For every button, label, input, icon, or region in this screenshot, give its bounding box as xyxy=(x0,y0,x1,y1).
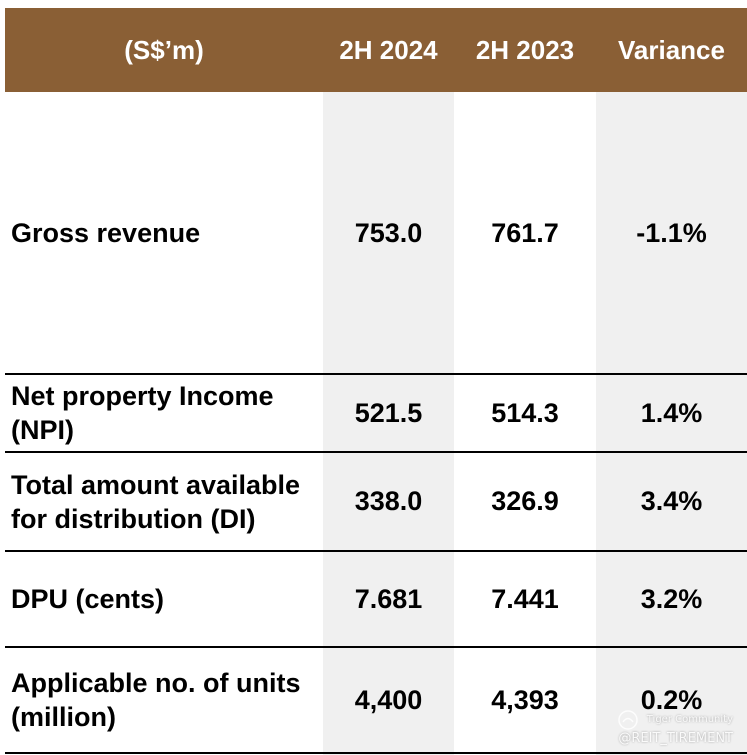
row-divider xyxy=(5,451,747,453)
table-row-dpu: DPU (cents) 7.681 7.441 3.2% xyxy=(5,552,747,646)
table-header: (S$’m) 2H 2024 2H 2023 Variance xyxy=(5,8,747,92)
value-2h-2023: 514.3 xyxy=(491,397,559,428)
column-shade-variance xyxy=(596,92,747,755)
row-label: Total amount available for distribution … xyxy=(11,469,301,534)
value-variance: -1.1% xyxy=(636,217,707,248)
value-variance: 3.2% xyxy=(640,583,703,614)
row-label: Gross revenue xyxy=(11,218,201,248)
row-divider xyxy=(5,752,747,754)
header-2h-2023: 2H 2023 xyxy=(475,34,575,65)
value-variance: 1.4% xyxy=(640,397,703,428)
value-2h-2024: 521.5 xyxy=(354,397,423,428)
row-divider xyxy=(5,373,747,375)
watermark-handle: @REIT_TIREMENT xyxy=(618,731,733,746)
value-2h-2024: 7.681 xyxy=(354,583,423,614)
table-row-units: Applicable no. of units (million) 4,400 … xyxy=(5,648,747,752)
value-2h-2023: 326.9 xyxy=(491,486,559,516)
table-row-gross-revenue: Gross revenue 753.0 761.7 -1.1% xyxy=(5,92,747,374)
row-divider xyxy=(5,646,747,648)
watermark-brand: Tiger Community xyxy=(617,709,733,731)
value-2h-2024: 4,400 xyxy=(354,684,423,715)
value-variance: 0.2% xyxy=(640,684,703,715)
value-2h-2024: 338.0 xyxy=(354,486,423,516)
row-label: DPU (cents) xyxy=(11,584,165,614)
row-label: Applicable no. of units (million) xyxy=(11,668,301,732)
row-divider xyxy=(5,550,747,552)
table-row-distributable-income: Total amount available for distribution … xyxy=(5,453,747,550)
watermark: Tiger Community @REIT_TIREMENT xyxy=(617,709,733,747)
value-2h-2024: 753.0 xyxy=(354,217,423,248)
header-2h-2024: 2H 2024 xyxy=(339,34,438,65)
value-variance: 3.4% xyxy=(640,486,703,516)
value-2h-2023: 761.7 xyxy=(491,217,559,248)
value-2h-2023: 7.441 xyxy=(491,583,559,614)
header-variance: Variance xyxy=(618,34,725,65)
value-2h-2023: 4,393 xyxy=(491,684,559,715)
header-label-column: (S$’m) xyxy=(124,34,204,65)
row-label: Net property Income (NPI) xyxy=(11,381,274,445)
watermark-brand-text: Tiger Community xyxy=(646,714,733,725)
financial-summary-table: (S$’m) 2H 2024 2H 2023 Variance Gross re… xyxy=(5,8,747,755)
table-row-npi: Net property Income (NPI) 521.5 514.3 1.… xyxy=(5,375,747,451)
tiger-logo-icon xyxy=(617,709,643,731)
column-shade-2h-2024 xyxy=(323,92,454,755)
